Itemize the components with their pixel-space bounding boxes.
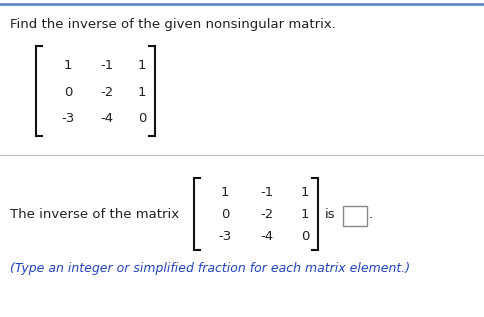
Text: 1: 1 xyxy=(300,209,309,222)
Text: Find the inverse of the given nonsingular matrix.: Find the inverse of the given nonsingula… xyxy=(10,18,335,31)
Text: -1: -1 xyxy=(260,186,273,199)
Text: -4: -4 xyxy=(260,230,273,243)
Text: 1: 1 xyxy=(137,59,146,72)
Text: .: . xyxy=(368,209,372,222)
Text: 0: 0 xyxy=(137,113,146,126)
Text: (Type an integer or simplified fraction for each matrix element.): (Type an integer or simplified fraction … xyxy=(10,262,409,275)
Text: 1: 1 xyxy=(220,186,229,199)
Text: is: is xyxy=(324,209,335,222)
FancyBboxPatch shape xyxy=(342,206,366,226)
Text: -3: -3 xyxy=(61,113,75,126)
Text: -3: -3 xyxy=(218,230,231,243)
Text: The inverse of the matrix: The inverse of the matrix xyxy=(10,209,179,222)
Text: -2: -2 xyxy=(100,86,113,99)
Text: -2: -2 xyxy=(260,209,273,222)
Text: 1: 1 xyxy=(300,186,309,199)
Text: 1: 1 xyxy=(137,86,146,99)
Text: 0: 0 xyxy=(64,86,72,99)
Text: -1: -1 xyxy=(100,59,113,72)
Text: 0: 0 xyxy=(220,209,229,222)
Text: 0: 0 xyxy=(300,230,309,243)
Text: 1: 1 xyxy=(63,59,72,72)
Text: -4: -4 xyxy=(100,113,113,126)
